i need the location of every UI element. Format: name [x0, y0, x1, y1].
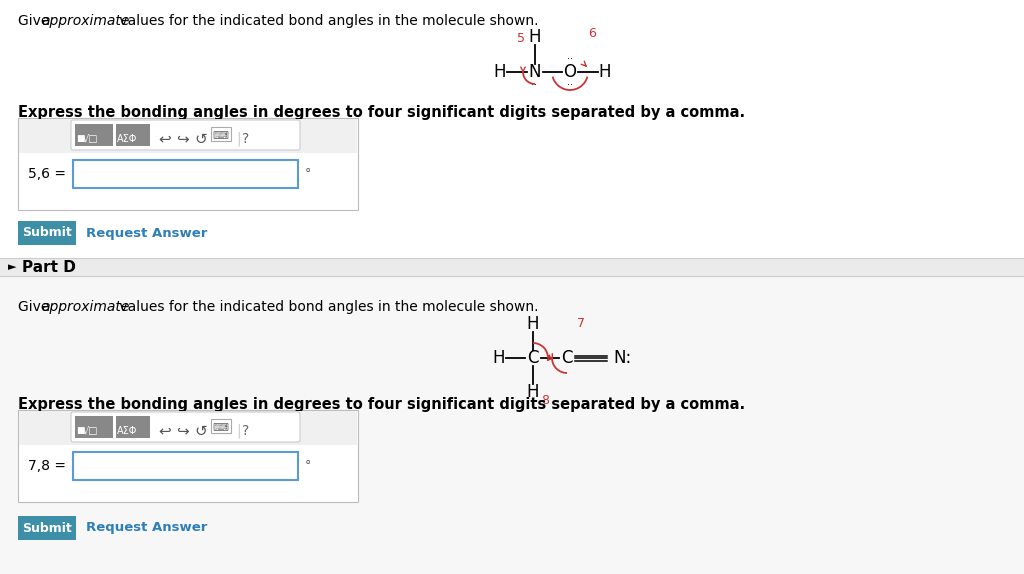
FancyBboxPatch shape	[18, 516, 76, 540]
Text: Submit: Submit	[23, 522, 72, 534]
Text: ↪: ↪	[176, 131, 188, 146]
Text: ⌨: ⌨	[212, 423, 228, 433]
Text: approximate: approximate	[41, 300, 129, 314]
Text: 6: 6	[588, 27, 596, 40]
Text: |: |	[236, 132, 241, 146]
FancyBboxPatch shape	[18, 221, 76, 245]
Text: Express the bonding angles in degrees to four significant digits separated by a : Express the bonding angles in degrees to…	[18, 105, 745, 120]
FancyBboxPatch shape	[211, 419, 231, 433]
Text: C: C	[527, 349, 539, 367]
Text: N: N	[528, 63, 542, 81]
Text: ··: ··	[567, 80, 573, 90]
Text: Request Answer: Request Answer	[86, 227, 208, 239]
Text: ↩: ↩	[158, 424, 171, 439]
Text: N:: N:	[613, 349, 631, 367]
FancyBboxPatch shape	[116, 124, 150, 146]
Text: ··: ··	[531, 80, 537, 90]
Text: °: °	[305, 460, 311, 472]
Text: ►: ►	[8, 262, 16, 272]
Text: ↩: ↩	[158, 131, 171, 146]
Text: H: H	[526, 315, 540, 333]
FancyBboxPatch shape	[18, 410, 358, 502]
Text: ⌨: ⌨	[212, 131, 228, 141]
Text: ↺: ↺	[194, 424, 207, 439]
FancyBboxPatch shape	[75, 124, 113, 146]
FancyBboxPatch shape	[73, 160, 298, 188]
Text: ?: ?	[242, 132, 249, 146]
Text: C: C	[561, 349, 572, 367]
Text: 5,6 =: 5,6 =	[28, 167, 66, 181]
Text: H: H	[526, 383, 540, 401]
Text: ··: ··	[567, 54, 573, 64]
FancyBboxPatch shape	[75, 416, 113, 438]
Text: √□: √□	[83, 426, 98, 436]
Text: 5: 5	[517, 32, 525, 45]
Text: H: H	[493, 349, 505, 367]
Text: H: H	[528, 28, 542, 46]
Text: H: H	[494, 63, 506, 81]
Text: ■: ■	[76, 134, 85, 144]
FancyBboxPatch shape	[18, 118, 358, 210]
Text: °: °	[305, 168, 311, 180]
FancyBboxPatch shape	[19, 411, 357, 445]
Bar	[0, 258, 1024, 276]
FancyBboxPatch shape	[19, 119, 357, 153]
Text: ■: ■	[76, 426, 85, 436]
Text: values for the indicated bond angles in the molecule shown.: values for the indicated bond angles in …	[115, 14, 539, 28]
Text: ΑΣΦ: ΑΣΦ	[117, 426, 137, 436]
Text: Part D: Part D	[22, 259, 76, 274]
Text: Request Answer: Request Answer	[86, 522, 208, 534]
Text: ↪: ↪	[176, 424, 188, 439]
Text: 7: 7	[577, 317, 585, 330]
Text: 8: 8	[541, 394, 549, 407]
Text: values for the indicated bond angles in the molecule shown.: values for the indicated bond angles in …	[115, 300, 539, 314]
FancyBboxPatch shape	[71, 120, 300, 150]
Text: ΑΣΦ: ΑΣΦ	[117, 134, 137, 144]
Text: O: O	[563, 63, 577, 81]
Text: 7,8 =: 7,8 =	[28, 459, 66, 473]
FancyBboxPatch shape	[71, 412, 300, 442]
Text: Submit: Submit	[23, 227, 72, 239]
Bar	[0, 276, 1024, 574]
Text: approximate: approximate	[41, 14, 129, 28]
FancyBboxPatch shape	[73, 452, 298, 480]
Text: Give: Give	[18, 14, 53, 28]
FancyBboxPatch shape	[116, 416, 150, 438]
FancyBboxPatch shape	[211, 127, 231, 141]
Text: H: H	[599, 63, 611, 81]
Text: √□: √□	[83, 134, 98, 144]
Text: Express the bonding angles in degrees to four significant digits separated by a : Express the bonding angles in degrees to…	[18, 397, 745, 412]
Text: Give: Give	[18, 300, 53, 314]
Text: ↺: ↺	[194, 131, 207, 146]
Text: ?: ?	[242, 424, 249, 438]
Text: |: |	[236, 424, 241, 439]
